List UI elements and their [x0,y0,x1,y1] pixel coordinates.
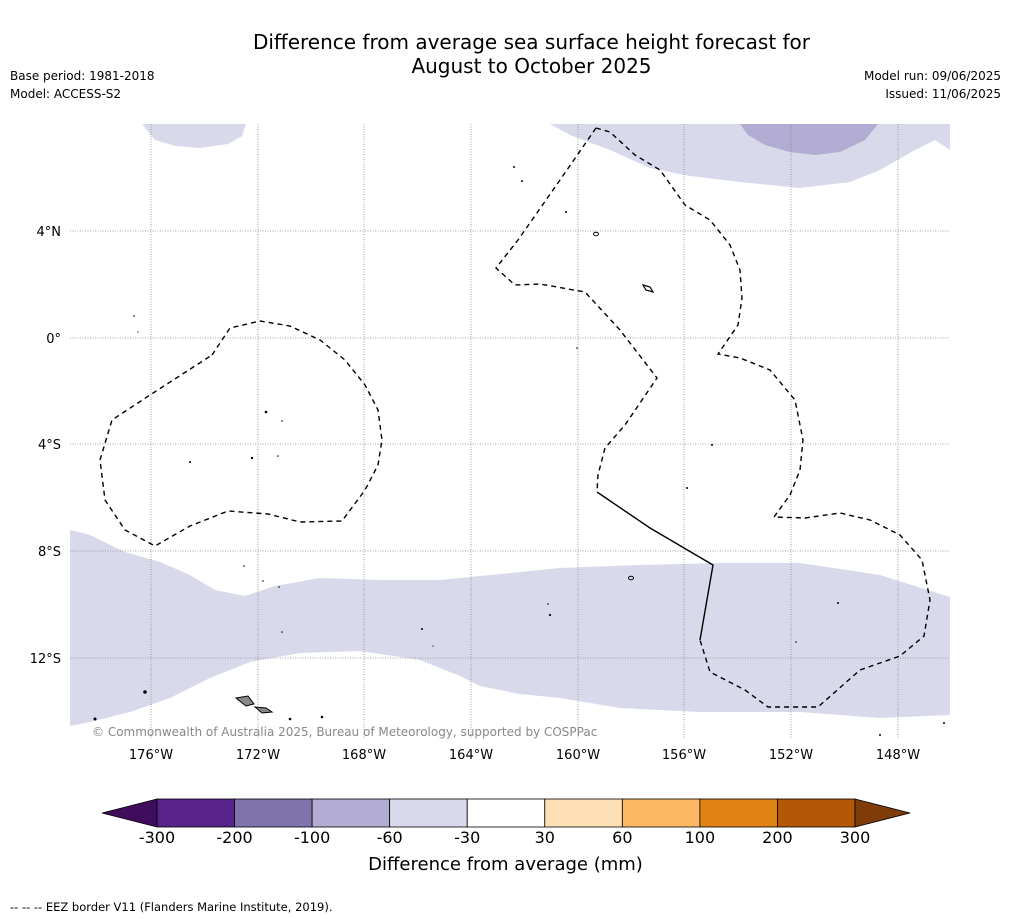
lon-tick-label: 172°W [236,748,280,763]
island [421,628,423,630]
model-run: Model run: 09/06/2025 [863,69,1001,83]
colorbar-tick-label: 100 [684,828,716,847]
colorbar-tick-label: 300 [839,828,871,847]
colorbar-tick-label: -30 [454,828,481,847]
island [278,586,280,588]
island [93,717,97,721]
island [686,487,688,489]
model-name: Model: ACCESS-S2 [10,87,122,101]
colorbar [101,798,911,828]
island [133,315,135,317]
lat-tick-label: 8°S [38,545,61,560]
title-line-2: August to October 2025 [411,54,652,78]
island [264,410,268,414]
anomaly-shading [70,124,950,726]
lat-tick-label: 4°S [38,438,61,453]
islands [93,166,945,736]
colorbar-bin [699,798,778,828]
eez-border-cook-north [495,127,658,493]
island [262,580,264,582]
base-period: Base period: 1981-2018 [10,69,155,83]
lon-tick-label: 176°W [129,748,173,763]
colorbar-labels: -300 -200 -100 -60 -30 30 60 100 200 300 [0,828,1011,850]
colorbar-tick-label: -100 [293,828,331,847]
island [277,455,279,457]
colorbar-tick-label: 60 [612,828,633,847]
island [281,420,283,422]
sea-surface-height-map: © Commonwealth of Australia 2025, Bureau… [30,124,950,763]
anomaly-area-north-west [142,124,246,148]
colorbar-bin [621,798,701,828]
island [288,717,292,721]
colorbar-bin [466,798,546,828]
island [521,180,523,182]
island [943,722,945,724]
chart-title: Difference from average sea surface heig… [0,30,1011,78]
island [243,565,245,567]
island [837,602,839,604]
colorbar-extend-low [101,798,158,828]
colorbar-tick-label: -200 [216,828,253,847]
gridlines [70,124,950,738]
eez-border-kiribati-west [99,320,383,547]
island [565,211,567,213]
colorbar-bin [234,798,313,828]
issued-date: Issued: 11/06/2025 [885,87,1001,101]
island [879,734,881,736]
lon-tick-label: 148°W [876,748,920,763]
island [189,461,191,463]
island [250,456,254,460]
lon-tick-label: 164°W [449,748,493,763]
lon-tick-label: 160°W [556,748,600,763]
colorbar-tick-label: -60 [376,828,403,847]
lon-tick-label: 152°W [769,748,813,763]
island [137,331,139,333]
anomaly-area-north-strong [740,124,878,155]
island [513,166,515,168]
copyright-notice: © Commonwealth of Australia 2025, Bureau… [92,725,597,739]
island [281,631,283,633]
island [143,690,147,694]
eez-border-solid-segment [596,491,714,641]
island [253,706,274,714]
colorbar-bin [389,798,468,828]
colorbar-bin [311,798,391,828]
lat-tick-label: 0° [46,332,61,347]
lat-tick-label: 12°S [30,652,61,667]
island [432,645,434,647]
colorbar-tick-label: 200 [762,828,793,847]
colorbar-bins [101,798,911,828]
anomaly-area-south-band [70,530,950,726]
island [593,231,599,237]
island [547,603,549,605]
title-line-1: Difference from average sea surface heig… [252,30,811,54]
metadata-right: Model run: 09/06/2025 Issued: 11/06/2025 [864,67,1001,103]
island [711,444,713,446]
colorbar-bin [544,798,623,828]
colorbar-title: Difference from average (mm) [368,854,643,875]
colorbar-extend-high [854,798,911,828]
colorbar-tick-label: 30 [534,828,555,847]
eez-borders [99,127,931,708]
colorbar-bin [777,798,856,828]
colorbar-tick-label: -300 [138,828,176,847]
lon-tick-label: 156°W [662,748,706,763]
eez-border-kiribati-line-islands [595,127,931,708]
eez-legend-note: -- -- -- EEZ border V11 (Flanders Marine… [10,900,333,914]
lat-tick-label: 4°N [37,225,62,240]
latitude-ticks: 4°N 0° 4°S 8°S 12°S [30,225,61,667]
island [548,613,552,617]
island [320,715,324,719]
metadata-left: Base period: 1981-2018 Model: ACCESS-S2 [10,67,155,103]
island [628,575,634,581]
island [641,284,655,293]
island [234,695,255,707]
colorbar-bin [156,798,235,828]
lon-tick-label: 168°W [342,748,386,763]
island [795,641,797,643]
island [576,347,578,349]
longitude-ticks: 176°W 172°W 168°W 164°W 160°W 156°W 152°… [129,748,920,763]
